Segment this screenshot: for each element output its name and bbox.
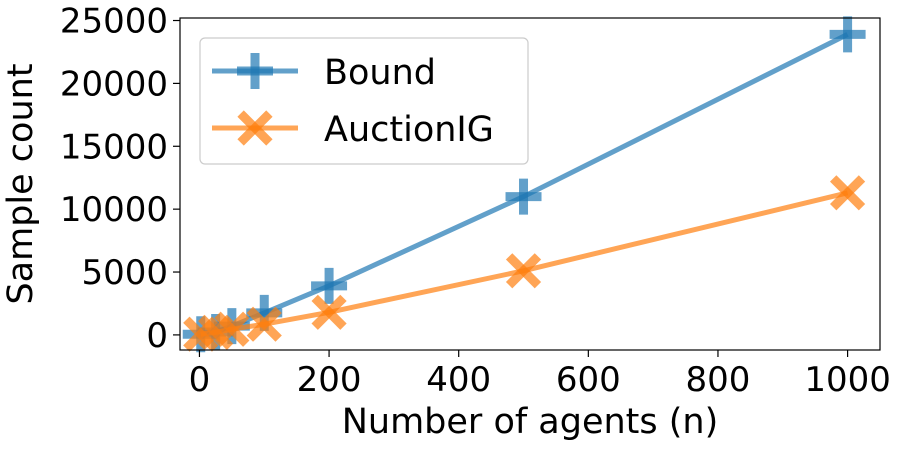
legend-marker-glyph <box>237 110 273 146</box>
x-axis: 0 200 400 600 800 1000 <box>189 350 891 400</box>
x-tick-label: 200 <box>297 360 362 400</box>
data-point <box>311 294 347 330</box>
data-point-marker <box>311 294 347 330</box>
x-tick-label: 800 <box>686 360 751 400</box>
legend-label-bound: Bound <box>324 53 436 93</box>
data-point-marker <box>505 253 542 289</box>
y-tick-label: 15000 <box>60 127 168 167</box>
data-point-marker <box>214 311 250 347</box>
legend-entry-bound: Bound <box>212 53 436 93</box>
data-point <box>830 175 866 211</box>
plot-area-frame <box>179 17 881 351</box>
data-point <box>246 306 282 342</box>
y-tick-label: 20000 <box>60 64 168 104</box>
y-tick-label: 10000 <box>60 190 168 230</box>
x-tick-label: 1000 <box>804 360 891 400</box>
x-tick-label: 0 <box>189 360 211 400</box>
y-tick-label: 0 <box>146 316 168 356</box>
y-axis-label: Sample count <box>1 63 41 304</box>
legend: Bound AuctionIG <box>199 37 529 165</box>
y-axis: 0 5000 10000 15000 20000 25000 <box>60 2 180 356</box>
data-point <box>829 16 866 53</box>
series-auctionig <box>183 175 866 352</box>
legend-marker-bound <box>212 53 298 89</box>
data-point <box>311 267 348 304</box>
legend-label-auctionig: AuctionIG <box>324 110 494 150</box>
series-layer <box>182 16 866 353</box>
data-point <box>214 311 250 347</box>
y-tick-label: 25000 <box>60 2 168 42</box>
data-point <box>505 253 542 289</box>
legend-marker-auctionig <box>212 110 298 146</box>
x-tick-label: 400 <box>426 360 491 400</box>
y-tick-label: 5000 <box>81 253 168 293</box>
data-point <box>505 178 542 215</box>
legend-entry-auctionig: AuctionIG <box>212 110 494 150</box>
x-tick-label: 600 <box>556 360 621 400</box>
data-point-marker <box>830 175 866 211</box>
x-axis-label: Number of agents (n) <box>342 402 719 442</box>
data-point-marker <box>246 306 282 342</box>
